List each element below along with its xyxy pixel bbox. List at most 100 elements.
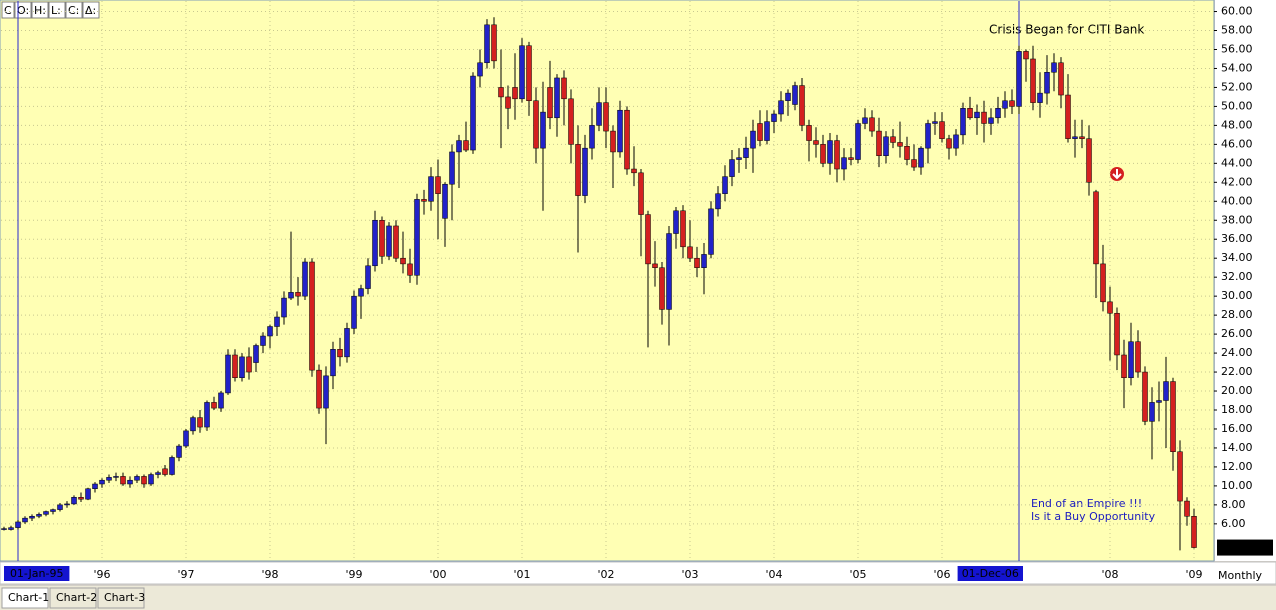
y-tick-label: 10.00 bbox=[1221, 479, 1253, 492]
candle-body bbox=[666, 233, 672, 310]
x-tick-label: '04 bbox=[765, 568, 782, 581]
y-tick-label: 20.00 bbox=[1221, 384, 1253, 397]
cursor-label-box bbox=[957, 566, 1023, 581]
candle-body bbox=[890, 136, 896, 143]
tab[interactable] bbox=[1, 587, 49, 609]
toolbar-button[interactable] bbox=[14, 1, 32, 19]
candle-body bbox=[1114, 312, 1120, 356]
toolbar-label: Δ: bbox=[85, 4, 96, 17]
candle-body bbox=[1100, 263, 1106, 303]
candle-body bbox=[652, 263, 658, 268]
x-tick-label: '02 bbox=[597, 568, 614, 581]
candle-body bbox=[386, 225, 392, 257]
candle-body bbox=[99, 479, 105, 485]
candle-body bbox=[603, 102, 609, 132]
candle-body bbox=[176, 445, 182, 458]
candle-body bbox=[358, 288, 364, 297]
candle-body bbox=[659, 267, 665, 310]
candle-body bbox=[554, 77, 560, 119]
candle-body bbox=[820, 144, 826, 164]
candle-body bbox=[484, 24, 490, 64]
candle-body bbox=[190, 417, 196, 432]
toolbar-button[interactable] bbox=[31, 1, 49, 19]
candle-body bbox=[1072, 136, 1078, 139]
y-tick-label: 52.00 bbox=[1221, 80, 1253, 93]
candle-body bbox=[617, 109, 623, 153]
candle-body bbox=[904, 146, 910, 160]
candle-body bbox=[316, 369, 322, 409]
candle-body bbox=[995, 108, 1001, 119]
candle-body bbox=[631, 168, 637, 174]
down-arrow-icon bbox=[1110, 167, 1124, 181]
tabs: Chart-1 Chart-2 Chart-3 bbox=[1, 587, 145, 609]
toolbar-label: O: bbox=[17, 4, 29, 17]
candle-body bbox=[967, 108, 973, 119]
candle-body bbox=[1065, 94, 1071, 139]
candle-body bbox=[841, 157, 847, 170]
candle-body bbox=[456, 140, 462, 153]
toolbar-button[interactable] bbox=[65, 1, 83, 19]
cursor-label: 01-Jan-95 bbox=[10, 567, 64, 580]
y-tick-label: 16.00 bbox=[1221, 422, 1253, 435]
candle-body bbox=[1, 528, 7, 530]
candle-body bbox=[827, 140, 833, 164]
y-tick-label: 24.00 bbox=[1221, 346, 1253, 359]
y-tick-label: 30.00 bbox=[1221, 289, 1253, 302]
price-axis bbox=[1215, 0, 1276, 561]
candle-body bbox=[876, 130, 882, 156]
candle-body bbox=[442, 183, 448, 219]
period-label: Monthly bbox=[1218, 569, 1263, 582]
candle-body bbox=[148, 474, 154, 485]
toolbar-button[interactable] bbox=[1, 1, 15, 19]
candle-body bbox=[134, 476, 140, 481]
candle-body bbox=[323, 375, 329, 409]
y-tick-label: 8.00 bbox=[1221, 498, 1246, 511]
toolbar-button[interactable] bbox=[82, 1, 100, 19]
candle-body bbox=[722, 176, 728, 194]
candle-body bbox=[302, 261, 308, 297]
cursor-label: 01-Dec-06 bbox=[962, 567, 1019, 580]
x-tick-label: '06 bbox=[933, 568, 950, 581]
candle-body bbox=[407, 263, 413, 276]
candle-body bbox=[715, 193, 721, 210]
candle-body bbox=[638, 172, 644, 215]
candle-body bbox=[106, 477, 112, 481]
candle-body bbox=[267, 326, 273, 337]
tab[interactable] bbox=[49, 587, 97, 609]
candle-body bbox=[589, 125, 595, 149]
candle-body bbox=[764, 121, 770, 141]
toolbar-button[interactable] bbox=[48, 1, 66, 19]
tab[interactable] bbox=[97, 587, 145, 609]
candle-body bbox=[498, 87, 504, 98]
candle-body bbox=[848, 157, 854, 160]
candle-body bbox=[8, 527, 14, 530]
candle-body bbox=[561, 77, 567, 100]
y-tick-label: 22.00 bbox=[1221, 365, 1253, 378]
candle-body bbox=[204, 402, 210, 428]
last-price-label: 3.50 bbox=[1221, 541, 1246, 554]
candle-body bbox=[582, 147, 588, 196]
candle-body bbox=[939, 121, 945, 139]
candle-body bbox=[1121, 354, 1127, 378]
candle-body bbox=[85, 488, 91, 500]
candle-body bbox=[1170, 381, 1176, 452]
candle-body bbox=[113, 476, 119, 478]
x-tick-label: '99 bbox=[345, 568, 362, 581]
candle-body bbox=[211, 402, 217, 409]
candle-body bbox=[757, 123, 763, 141]
candle-body bbox=[540, 111, 546, 149]
candle-body bbox=[155, 472, 161, 475]
y-tick-label: 56.00 bbox=[1221, 42, 1253, 55]
y-tick-label: 26.00 bbox=[1221, 327, 1253, 340]
candle-body bbox=[526, 45, 532, 101]
candle-body bbox=[274, 316, 280, 327]
candle-body bbox=[449, 151, 455, 185]
x-tick-label: '08 bbox=[1101, 568, 1118, 581]
candle-body bbox=[78, 497, 84, 500]
candle-body bbox=[596, 102, 602, 126]
candle-body bbox=[946, 138, 952, 149]
candle-body bbox=[533, 100, 539, 149]
candle-body bbox=[218, 392, 224, 409]
